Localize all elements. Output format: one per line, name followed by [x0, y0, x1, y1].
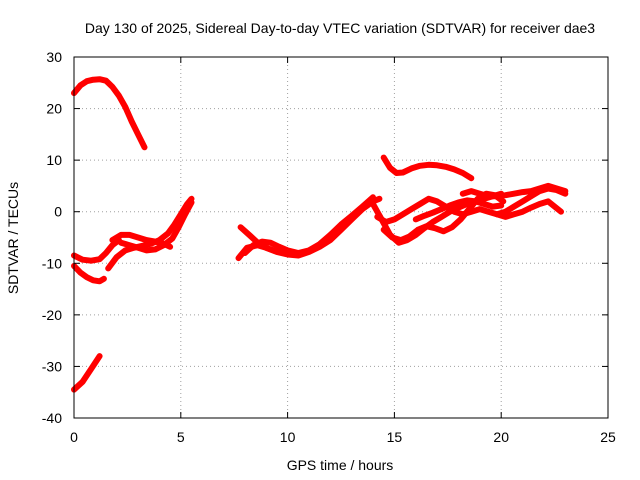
- data-series: [71, 76, 569, 393]
- chart-title: Day 130 of 2025, Sidereal Day-to-day VTE…: [85, 20, 595, 36]
- series-arc-16: [493, 198, 564, 220]
- x-tick-label: 25: [600, 429, 616, 445]
- series-arc-3: [71, 237, 122, 264]
- plot-area-border: [73, 56, 609, 419]
- series-arc-2: [71, 353, 103, 393]
- y-tick-label: 20: [46, 101, 62, 117]
- y-tick-label: -10: [42, 255, 62, 271]
- series-arc-1: [71, 76, 148, 151]
- y-tick-label: 10: [46, 152, 62, 168]
- series-arc-11: [380, 154, 475, 182]
- y-axis-title: SDTVAR / TECUs: [5, 182, 21, 294]
- series-arc-7: [118, 199, 195, 254]
- axis-ticks: [73, 56, 609, 419]
- x-tick-label: 15: [387, 429, 403, 445]
- y-tick-label: 0: [54, 204, 62, 220]
- x-axis-title: GPS time / hours: [287, 457, 394, 473]
- tick-labels: 0 5 10 15 20 25 -40 -30 -20 -10 0 10 20 30: [42, 49, 616, 445]
- y-tick-label: -40: [42, 410, 62, 426]
- series-arc-9: [237, 224, 295, 258]
- y-tick-label: 30: [46, 49, 62, 65]
- grid-lines: [74, 57, 608, 418]
- series-arc-10: [241, 194, 376, 256]
- x-tick-label: 20: [493, 429, 509, 445]
- x-tick-label: 5: [177, 429, 185, 445]
- series-arc-15: [459, 182, 569, 200]
- y-tick-label: -30: [42, 358, 62, 374]
- series-arc-4: [71, 262, 107, 285]
- x-tick-label: 10: [280, 429, 296, 445]
- y-tick-label: -20: [42, 307, 62, 323]
- series-arc-14: [374, 185, 569, 225]
- x-tick-label: 0: [70, 429, 78, 445]
- series-arc-17: [412, 197, 505, 223]
